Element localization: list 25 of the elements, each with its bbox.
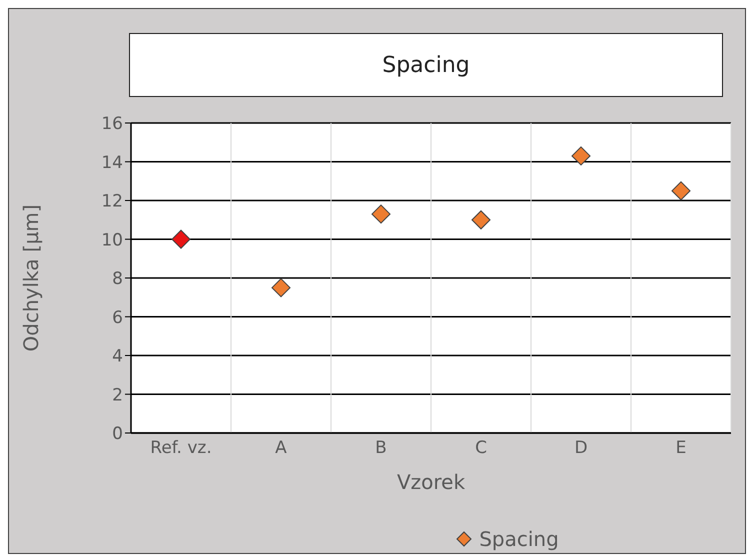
x-tick-label: Ref. vz. — [150, 438, 212, 458]
y-tick-label: 2 — [112, 385, 123, 406]
point — [272, 278, 290, 298]
y-tick-label: 16 — [101, 114, 123, 134]
x-tick-label: A — [275, 438, 288, 458]
x-tick-label: D — [574, 438, 588, 458]
y-tick-label: 4 — [112, 346, 123, 367]
y-tick-label: 0 — [112, 424, 123, 444]
y-axis-title: Odchylka [µm] — [19, 204, 44, 352]
x-axis-title: Vzorek — [396, 470, 466, 494]
y-tick-label: 6 — [112, 308, 123, 328]
x-tick-label: C — [475, 438, 487, 458]
y-tick-label: 8 — [112, 269, 123, 290]
point — [372, 204, 390, 224]
point — [172, 230, 190, 249]
legend-label: Spacing — [478, 527, 559, 551]
x-tick-label: E — [676, 438, 686, 458]
y-tick-label: 10 — [101, 230, 123, 250]
x-tick-label: B — [375, 438, 387, 458]
y-tick-label: 12 — [101, 192, 123, 212]
point — [572, 146, 590, 166]
point — [472, 210, 490, 230]
chart-title: Spacing — [129, 33, 723, 97]
point — [672, 181, 690, 200]
y-tick-label: 14 — [101, 152, 123, 173]
